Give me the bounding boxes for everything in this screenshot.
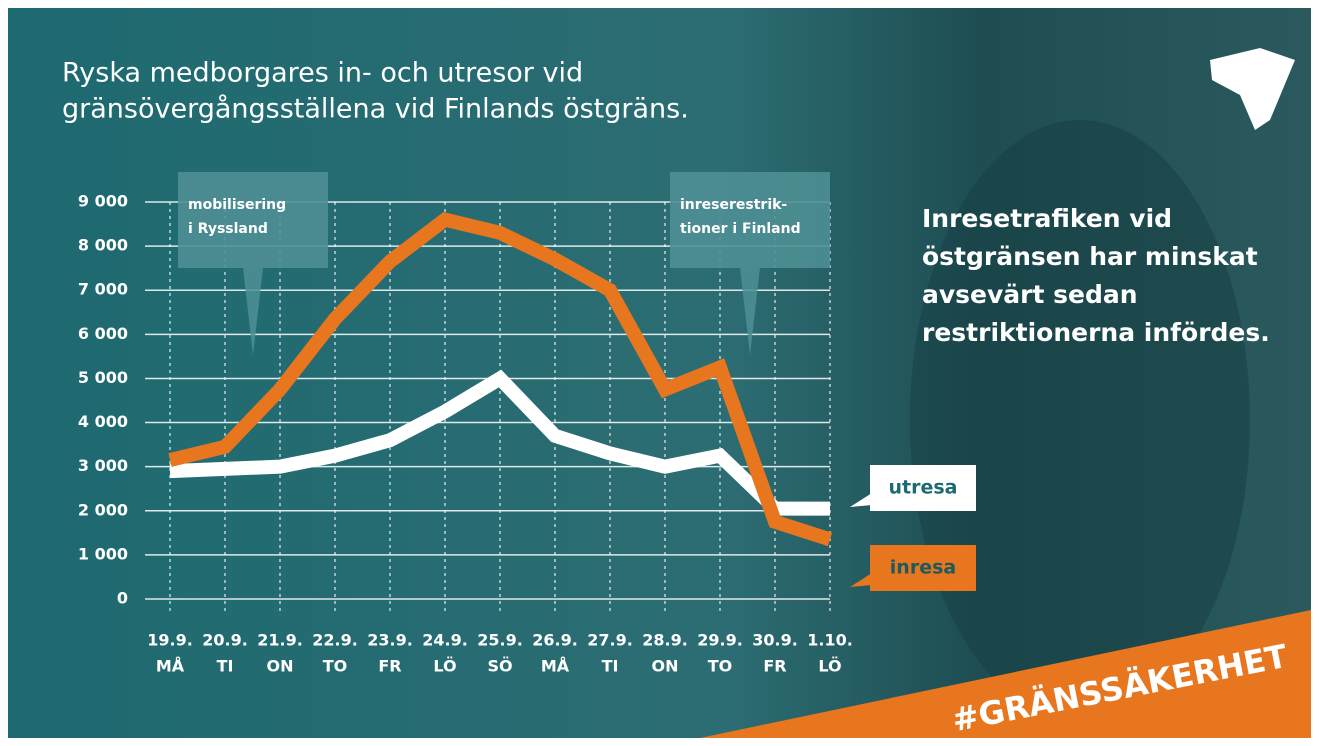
note-text: Inresetrafiken vid [922,204,1172,233]
note-text: avsevärt sedan [922,280,1138,309]
x-tick-weekday: TO [708,657,733,676]
y-tick-label: 3 000 [78,456,128,475]
x-tick-weekday: LÖ [433,657,456,676]
x-tick-label: 25.9. [477,631,523,650]
y-tick-label: 1 000 [78,544,128,563]
x-tick-weekday: FR [763,657,786,676]
x-tick-label: 23.9. [367,631,413,650]
x-tick-weekday: FR [378,657,401,676]
x-tick-weekday: ON [652,657,679,676]
x-tick-label: 28.9. [642,631,688,650]
x-tick-weekday: MÅ [541,657,570,676]
y-tick-label: 6 000 [78,324,128,343]
annotation-text: mobilisering [188,197,286,213]
x-tick-weekday: TO [323,657,348,676]
x-tick-weekday: MÅ [156,657,185,676]
x-tick-label: 1.10. [807,631,853,650]
legend-label: inresa [890,557,956,579]
x-tick-label: 19.9. [147,631,193,650]
x-tick-weekday: SÖ [487,657,512,676]
x-tick-label: 22.9. [312,631,358,650]
y-tick-label: 2 000 [78,500,128,519]
annotation-text: i Ryssland [188,221,268,237]
x-tick-label: 26.9. [532,631,578,650]
annotation-box [670,172,830,268]
chart-title: gränsövergångsställena vid Finlands östg… [62,94,689,125]
annotation-text: inreserestrik- [680,197,787,213]
x-tick-label: 20.9. [202,631,248,650]
legend-label: utresa [889,477,958,499]
y-tick-label: 7 000 [78,280,128,299]
annotation-text: tioner i Finland [680,221,801,237]
x-tick-label: 30.9. [752,631,798,650]
chart: Ryska medborgares in- och utresor vid grä… [0,0,1319,746]
y-tick-label: 0 [117,589,128,608]
x-tick-weekday: TI [602,657,619,676]
chart-title: Ryska medborgares in- och utresor vid [62,58,583,89]
x-tick-weekday: ON [267,657,294,676]
x-tick-label: 24.9. [422,631,468,650]
x-tick-label: 27.9. [587,631,633,650]
annotation-box [178,172,328,268]
x-tick-weekday: LÖ [818,657,841,676]
y-tick-label: 9 000 [78,192,128,211]
x-tick-label: 21.9. [257,631,303,650]
x-tick-label: 29.9. [697,631,743,650]
note-text: restriktionerna infördes. [922,318,1270,347]
y-tick-label: 5 000 [78,368,128,387]
y-tick-label: 8 000 [78,236,128,255]
note-text: östgränsen har minskat [922,242,1258,271]
y-tick-label: 4 000 [78,412,128,431]
x-tick-weekday: TI [217,657,234,676]
